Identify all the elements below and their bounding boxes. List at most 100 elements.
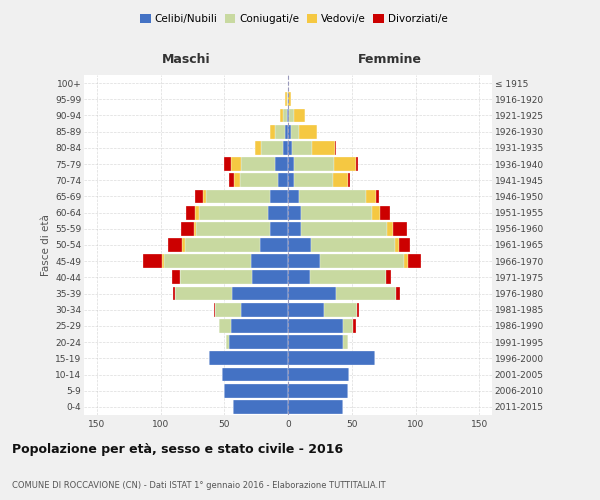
Bar: [268, 206, 288, 220]
Bar: [241, 157, 275, 171]
Bar: [251, 254, 288, 268]
Bar: [332, 174, 348, 187]
Bar: [232, 286, 288, 300]
Bar: [162, 254, 164, 268]
Bar: [299, 125, 317, 138]
Bar: [288, 190, 299, 203]
Bar: [195, 190, 203, 203]
Bar: [214, 303, 215, 316]
Bar: [288, 303, 324, 316]
Bar: [357, 303, 359, 316]
Bar: [179, 270, 253, 284]
Bar: [343, 336, 348, 349]
Bar: [312, 141, 335, 154]
Bar: [366, 190, 376, 203]
Bar: [289, 108, 295, 122]
Bar: [173, 286, 175, 300]
Bar: [408, 254, 421, 268]
Text: Popolazione per età, sesso e stato civile - 2016: Popolazione per età, sesso e stato civil…: [12, 442, 343, 456]
Bar: [288, 222, 301, 235]
Bar: [399, 238, 410, 252]
Bar: [229, 174, 235, 187]
Bar: [206, 190, 270, 203]
Bar: [199, 206, 268, 220]
Bar: [287, 108, 288, 122]
Bar: [270, 125, 275, 138]
Bar: [175, 286, 232, 300]
Bar: [209, 352, 288, 365]
Bar: [288, 141, 292, 154]
Bar: [224, 157, 230, 171]
Bar: [288, 108, 289, 122]
Bar: [348, 174, 350, 187]
Bar: [168, 238, 182, 252]
Bar: [230, 157, 241, 171]
Bar: [229, 336, 288, 349]
Bar: [196, 222, 270, 235]
Bar: [292, 141, 312, 154]
Bar: [261, 141, 283, 154]
Bar: [301, 222, 388, 235]
Bar: [380, 206, 390, 220]
Bar: [397, 286, 400, 300]
Text: COMUNE DI ROCCAVIONE (CN) - Dati ISTAT 1° gennaio 2016 - Elaborazione TUTTITALIA: COMUNE DI ROCCAVIONE (CN) - Dati ISTAT 1…: [12, 480, 386, 490]
Y-axis label: Fasce di età: Fasce di età: [41, 214, 51, 276]
Bar: [334, 157, 356, 171]
Text: Femmine: Femmine: [358, 53, 422, 66]
Bar: [392, 222, 407, 235]
Bar: [224, 384, 288, 398]
Bar: [288, 157, 295, 171]
Bar: [286, 125, 288, 138]
Bar: [288, 384, 348, 398]
Bar: [356, 157, 358, 171]
Bar: [288, 400, 343, 414]
Bar: [353, 319, 356, 333]
Bar: [395, 238, 399, 252]
Bar: [288, 368, 349, 382]
Bar: [288, 352, 375, 365]
Bar: [203, 190, 206, 203]
Bar: [301, 206, 372, 220]
Bar: [288, 270, 310, 284]
Bar: [186, 206, 195, 220]
Bar: [235, 174, 239, 187]
Text: Maschi: Maschi: [161, 53, 211, 66]
Bar: [164, 254, 251, 268]
Bar: [172, 270, 179, 284]
Bar: [255, 141, 261, 154]
Bar: [311, 238, 395, 252]
Bar: [194, 222, 196, 235]
Bar: [295, 157, 334, 171]
Bar: [270, 190, 288, 203]
Bar: [253, 270, 288, 284]
Bar: [372, 206, 380, 220]
Bar: [275, 125, 286, 138]
Bar: [283, 141, 288, 154]
Bar: [404, 254, 408, 268]
Bar: [226, 336, 229, 349]
Bar: [386, 270, 391, 284]
Bar: [295, 108, 305, 122]
Bar: [185, 238, 260, 252]
Bar: [376, 190, 379, 203]
Bar: [288, 206, 301, 220]
Bar: [260, 238, 288, 252]
Bar: [222, 368, 288, 382]
Bar: [283, 108, 287, 122]
Bar: [287, 92, 288, 106]
Bar: [320, 254, 404, 268]
Bar: [278, 174, 288, 187]
Bar: [143, 254, 162, 268]
Bar: [288, 254, 320, 268]
Legend: Celibi/Nubili, Coniugati/e, Vedovi/e, Divorziati/e: Celibi/Nubili, Coniugati/e, Vedovi/e, Di…: [136, 10, 452, 29]
Bar: [299, 190, 366, 203]
Bar: [324, 303, 357, 316]
Bar: [219, 319, 230, 333]
Bar: [270, 222, 288, 235]
Bar: [388, 222, 392, 235]
Bar: [241, 303, 288, 316]
Bar: [275, 157, 288, 171]
Bar: [343, 319, 353, 333]
Bar: [288, 174, 295, 187]
Bar: [288, 92, 290, 106]
